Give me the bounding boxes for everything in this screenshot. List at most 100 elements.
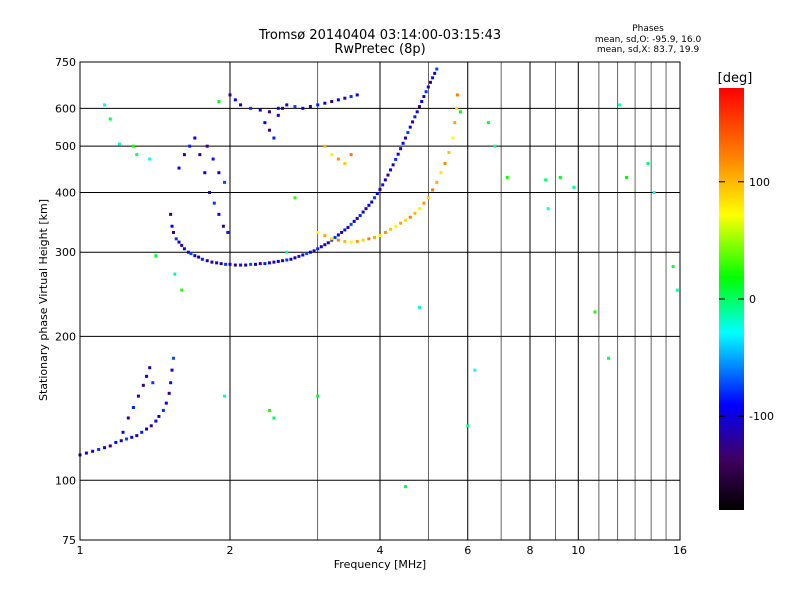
data-point xyxy=(323,234,327,238)
data-point xyxy=(343,228,347,232)
y-tick-label: 400 xyxy=(55,186,76,199)
data-point xyxy=(349,153,353,157)
data-point xyxy=(361,210,365,214)
colorbar-label: [deg] xyxy=(718,71,753,86)
data-point xyxy=(403,485,407,489)
data-point xyxy=(378,187,382,191)
data-point xyxy=(205,259,209,263)
data-point xyxy=(233,98,237,102)
data-point xyxy=(330,153,334,157)
data-point xyxy=(417,105,421,109)
data-point xyxy=(180,288,184,292)
data-point xyxy=(157,414,161,418)
data-point xyxy=(170,224,174,228)
colorbar-tick-label: -100 xyxy=(749,410,774,423)
data-point xyxy=(210,260,214,264)
data-point xyxy=(618,103,622,107)
data-point xyxy=(97,447,101,451)
x-tick-label: 1 xyxy=(77,544,84,557)
data-point xyxy=(426,85,430,89)
data-point xyxy=(389,168,393,172)
data-point xyxy=(135,434,139,438)
data-point xyxy=(203,171,207,175)
data-point xyxy=(399,147,403,151)
data-point xyxy=(272,416,276,420)
data-point xyxy=(145,427,149,431)
data-point xyxy=(228,93,232,97)
data-point xyxy=(435,67,439,71)
data-point xyxy=(226,230,230,234)
data-point xyxy=(326,241,330,245)
data-point xyxy=(117,142,121,146)
data-point xyxy=(433,71,437,75)
data-point xyxy=(276,106,280,110)
data-point xyxy=(336,238,340,242)
data-point xyxy=(103,103,107,107)
data-point xyxy=(323,144,327,148)
data-point xyxy=(267,408,271,412)
data-point xyxy=(244,263,248,267)
data-point xyxy=(333,236,337,240)
data-point xyxy=(406,131,410,135)
data-point xyxy=(177,166,181,170)
data-point xyxy=(394,224,398,228)
data-point xyxy=(285,258,289,262)
data-point xyxy=(396,152,400,156)
data-point xyxy=(349,95,353,99)
data-point xyxy=(455,93,459,97)
chart-title: Tromsø 20140404 03:14:00-03:15:43 xyxy=(258,28,502,43)
x-tick-label: 10 xyxy=(571,544,585,557)
data-point xyxy=(383,178,387,182)
data-point xyxy=(297,254,301,258)
data-point xyxy=(189,252,193,256)
data-point xyxy=(121,430,125,434)
data-point xyxy=(417,305,421,309)
y-tick-label: 600 xyxy=(55,102,76,115)
data-point xyxy=(431,188,435,192)
data-point xyxy=(167,391,171,395)
data-point xyxy=(84,451,88,455)
data-point xyxy=(267,110,271,114)
data-point xyxy=(126,416,130,420)
data-point xyxy=(346,225,350,229)
data-point xyxy=(182,247,186,251)
data-point xyxy=(233,263,237,267)
data-point xyxy=(505,175,509,179)
data-point xyxy=(221,224,225,228)
data-point xyxy=(316,230,320,234)
data-point xyxy=(343,161,347,165)
data-point xyxy=(293,105,297,109)
data-point xyxy=(340,230,344,234)
data-point xyxy=(316,394,320,398)
data-point xyxy=(413,115,417,119)
data-point xyxy=(281,259,285,263)
y-tick-label: 500 xyxy=(55,140,76,153)
data-point xyxy=(607,356,611,360)
data-point xyxy=(208,190,212,194)
data-point xyxy=(263,262,267,266)
data-point xyxy=(391,163,395,167)
data-point xyxy=(148,157,152,161)
data-point xyxy=(367,237,371,241)
data-point xyxy=(424,90,428,94)
data-point xyxy=(336,233,340,237)
data-point xyxy=(422,95,426,99)
colorbar-tick-label: 0 xyxy=(749,293,756,306)
data-point xyxy=(263,121,267,125)
data-point xyxy=(217,100,221,104)
data-point xyxy=(415,110,419,114)
data-point xyxy=(130,435,134,439)
data-point xyxy=(343,239,347,243)
data-point xyxy=(316,103,320,107)
data-point xyxy=(171,230,175,234)
data-point xyxy=(223,394,227,398)
plot-frame xyxy=(79,61,681,541)
data-point xyxy=(411,120,415,124)
phases-stat-x: mean, sd,X: 83.7, 19.9 xyxy=(596,45,700,55)
data-point xyxy=(408,125,412,129)
data-point xyxy=(455,106,459,110)
phases-title: Phases xyxy=(632,24,664,34)
data-point xyxy=(364,207,368,211)
data-point xyxy=(443,161,447,165)
